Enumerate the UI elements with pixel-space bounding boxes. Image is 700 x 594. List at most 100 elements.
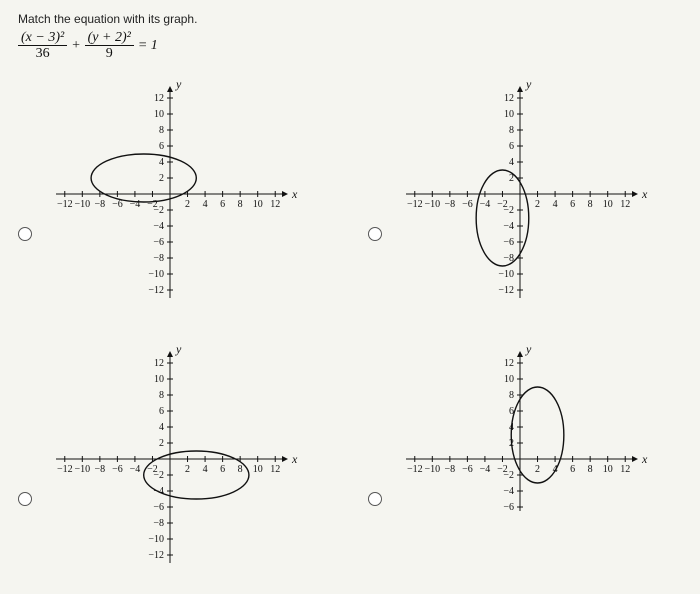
radio-a[interactable] <box>18 227 32 241</box>
graph-a: −12−10−8−6−4−22468101212108642−2−4−6−8−1… <box>40 74 300 314</box>
svg-text:4: 4 <box>203 464 208 475</box>
svg-text:−10: −10 <box>424 464 440 475</box>
svg-text:−6: −6 <box>112 464 123 475</box>
svg-text:2: 2 <box>159 173 164 184</box>
svg-text:2: 2 <box>185 199 190 210</box>
svg-text:−2: −2 <box>153 470 164 481</box>
svg-text:10: 10 <box>154 109 164 120</box>
svg-text:−12: −12 <box>148 285 164 296</box>
radio-b[interactable] <box>368 227 382 241</box>
svg-text:x: x <box>641 452 648 466</box>
equation: (x − 3)² 36 + (y + 2)² 9 = 1 <box>18 30 682 62</box>
choice-d[interactable]: −12−10−8−6−4−22468101212108642−2−4−6−8−1… <box>368 337 678 582</box>
radio-c[interactable] <box>18 492 32 506</box>
svg-text:10: 10 <box>603 199 613 210</box>
svg-text:4: 4 <box>159 157 164 168</box>
svg-text:−12: −12 <box>57 199 73 210</box>
svg-text:12: 12 <box>504 93 514 104</box>
radio-d[interactable] <box>368 492 382 506</box>
svg-text:−6: −6 <box>462 199 473 210</box>
svg-text:−4: −4 <box>130 199 141 210</box>
svg-text:8: 8 <box>509 390 514 401</box>
svg-text:−4: −4 <box>480 199 491 210</box>
svg-text:−10: −10 <box>498 269 514 280</box>
svg-text:−8: −8 <box>153 518 164 529</box>
svg-text:8: 8 <box>159 390 164 401</box>
frac2-den: 9 <box>103 46 116 61</box>
svg-text:6: 6 <box>570 464 575 475</box>
equals-one: = 1 <box>138 38 158 54</box>
svg-text:12: 12 <box>154 93 164 104</box>
svg-text:−4: −4 <box>480 464 491 475</box>
svg-text:8: 8 <box>238 199 243 210</box>
svg-text:−12: −12 <box>498 550 514 561</box>
svg-text:10: 10 <box>253 464 263 475</box>
choice-c[interactable]: −12−10−8−6−4−22468101212108642−2−4−6−8−1… <box>18 337 328 582</box>
svg-text:−2: −2 <box>153 205 164 216</box>
svg-text:−8: −8 <box>153 253 164 264</box>
svg-text:−10: −10 <box>74 199 90 210</box>
svg-text:−10: −10 <box>74 464 90 475</box>
svg-text:10: 10 <box>504 109 514 120</box>
svg-text:−6: −6 <box>503 502 514 513</box>
svg-text:8: 8 <box>588 199 593 210</box>
graph-b: −12−10−8−6−4−22468101212108642−2−4−6−8−1… <box>390 74 650 314</box>
svg-text:4: 4 <box>553 199 558 210</box>
frac1-num: (x − 3)² <box>18 30 67 46</box>
svg-text:x: x <box>291 452 298 466</box>
svg-text:12: 12 <box>620 199 630 210</box>
svg-text:−6: −6 <box>153 237 164 248</box>
svg-text:10: 10 <box>253 199 263 210</box>
svg-text:−12: −12 <box>407 199 423 210</box>
svg-text:−4: −4 <box>503 221 514 232</box>
fraction-1: (x − 3)² 36 <box>18 30 67 62</box>
svg-text:10: 10 <box>504 374 514 385</box>
svg-text:6: 6 <box>570 199 575 210</box>
svg-text:−8: −8 <box>503 518 514 529</box>
svg-text:12: 12 <box>620 464 630 475</box>
svg-text:−4: −4 <box>153 221 164 232</box>
svg-text:−10: −10 <box>148 534 164 545</box>
svg-text:−12: −12 <box>407 464 423 475</box>
svg-text:2: 2 <box>185 464 190 475</box>
svg-text:−8: −8 <box>445 199 456 210</box>
svg-text:−6: −6 <box>153 502 164 513</box>
svg-text:−2: −2 <box>503 470 514 481</box>
svg-text:4: 4 <box>509 157 514 168</box>
svg-text:−10: −10 <box>424 199 440 210</box>
svg-text:2: 2 <box>535 464 540 475</box>
svg-text:12: 12 <box>270 464 280 475</box>
svg-text:y: y <box>525 77 532 91</box>
svg-text:−6: −6 <box>462 464 473 475</box>
svg-text:−4: −4 <box>503 486 514 497</box>
prompt-text: Match the equation with its graph. <box>18 12 682 26</box>
svg-text:10: 10 <box>154 374 164 385</box>
frac2-num: (y + 2)² <box>85 30 134 46</box>
svg-text:8: 8 <box>238 464 243 475</box>
svg-text:8: 8 <box>159 125 164 136</box>
svg-text:4: 4 <box>159 422 164 433</box>
svg-text:10: 10 <box>603 464 613 475</box>
svg-text:−12: −12 <box>148 550 164 561</box>
svg-text:−10: −10 <box>498 534 514 545</box>
svg-text:6: 6 <box>220 199 225 210</box>
svg-text:−8: −8 <box>445 464 456 475</box>
svg-text:12: 12 <box>154 358 164 369</box>
svg-text:−8: −8 <box>95 464 106 475</box>
svg-text:−6: −6 <box>503 237 514 248</box>
svg-text:6: 6 <box>220 464 225 475</box>
plus-sign: + <box>71 38 80 54</box>
svg-text:2: 2 <box>535 199 540 210</box>
svg-text:−10: −10 <box>148 269 164 280</box>
choice-grid: −12−10−8−6−4−22468101212108642−2−4−6−8−1… <box>18 72 678 582</box>
svg-text:6: 6 <box>159 406 164 417</box>
choice-b[interactable]: −12−10−8−6−4−22468101212108642−2−4−6−8−1… <box>368 72 678 317</box>
svg-text:6: 6 <box>159 141 164 152</box>
svg-text:−6: −6 <box>112 199 123 210</box>
graph-c: −12−10−8−6−4−22468101212108642−2−4−6−8−1… <box>40 339 300 579</box>
svg-text:x: x <box>641 187 648 201</box>
fraction-2: (y + 2)² 9 <box>85 30 134 62</box>
choice-a[interactable]: −12−10−8−6−4−22468101212108642−2−4−6−8−1… <box>18 72 328 317</box>
svg-text:2: 2 <box>159 438 164 449</box>
svg-text:12: 12 <box>504 358 514 369</box>
